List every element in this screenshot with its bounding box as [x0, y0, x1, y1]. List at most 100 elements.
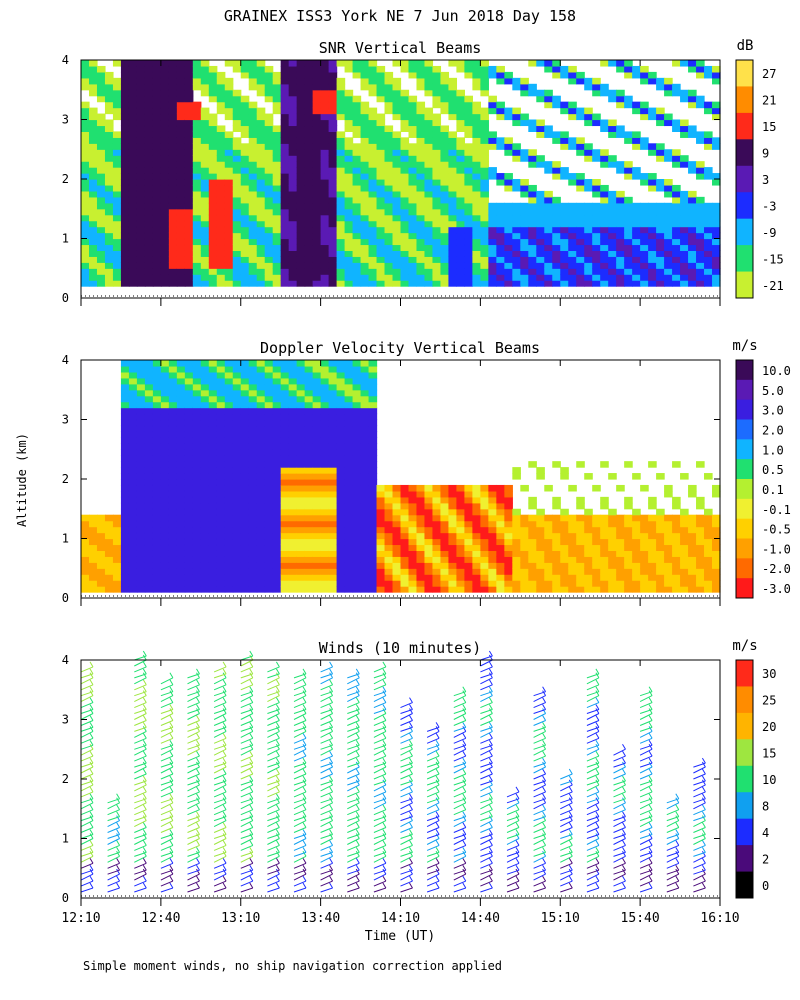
snr-cell: [328, 113, 338, 121]
snr-cell: [104, 131, 114, 138]
doppler-cell: [696, 520, 705, 528]
doppler-cell: [192, 431, 202, 438]
snr-cell: [336, 83, 346, 91]
doppler-cell: [712, 514, 721, 522]
doppler-cell: [648, 550, 657, 557]
doppler-cell: [632, 568, 641, 575]
doppler-cell: [576, 502, 585, 510]
snr-cell: [320, 155, 330, 162]
wind-barb: [213, 773, 227, 780]
doppler-cell: [128, 365, 138, 373]
snr-cell: [144, 202, 154, 210]
snr-cell: [144, 167, 154, 174]
wind-barb: [134, 766, 147, 774]
snr-cell: [192, 184, 202, 192]
wind-barb: [134, 677, 147, 685]
doppler-cell: [352, 484, 362, 492]
snr-cell: [656, 179, 665, 186]
doppler-cell: [352, 526, 362, 534]
doppler-cell: [656, 574, 665, 581]
doppler-cell: [592, 544, 601, 551]
snr-cell: [464, 280, 473, 287]
doppler-cell: [632, 556, 641, 563]
wind-barb-flag: [249, 815, 254, 821]
snr-cell: [600, 89, 609, 97]
snr-cell: [616, 89, 625, 97]
snr-cell: [81, 179, 90, 186]
doppler-cell: [352, 473, 362, 480]
snr-cell: [360, 149, 370, 156]
wind-barb: [80, 730, 94, 738]
snr-cell: [232, 173, 242, 180]
snr-cell: [696, 244, 705, 251]
doppler-cell: [504, 508, 513, 516]
snr-cell: [616, 214, 625, 222]
snr-cell: [384, 179, 394, 186]
snr-cell: [512, 268, 521, 275]
snr-cell: [160, 262, 170, 269]
doppler-cell: [168, 538, 178, 546]
snr-cell: [320, 274, 330, 281]
snr-cell: [544, 238, 553, 246]
wind-barb-flag: [89, 804, 94, 810]
doppler-cell: [312, 520, 322, 528]
snr-cell: [81, 262, 90, 269]
doppler-cell: [392, 484, 402, 492]
wind-barb: [213, 720, 227, 726]
snr-cell: [336, 167, 346, 174]
doppler-cell: [344, 526, 354, 534]
snr-cell: [232, 202, 242, 210]
snr-cell: [312, 232, 322, 240]
snr-cell: [520, 262, 529, 269]
doppler-cell: [424, 514, 434, 522]
wind-barb-flag: [89, 779, 94, 786]
snr-cell: [256, 113, 266, 121]
doppler-cell: [680, 538, 689, 546]
snr-cell: [464, 71, 473, 79]
doppler-cell: [224, 586, 234, 593]
snr-cell: [312, 220, 322, 228]
doppler-cell: [128, 383, 138, 391]
doppler-cell: [304, 490, 314, 498]
doppler-cell: [472, 490, 481, 498]
snr-cell: [304, 202, 314, 210]
snr-cell: [384, 184, 394, 192]
doppler-cell: [240, 383, 250, 391]
snr-cell: [168, 256, 178, 263]
wind-barb-flag: [222, 858, 227, 864]
doppler-cell: [136, 449, 146, 456]
wind-barb-flag: [196, 858, 200, 864]
wind-barb-flag: [116, 864, 121, 871]
doppler-cell: [680, 544, 689, 551]
doppler-cell: [96, 586, 106, 593]
snr-cell: [480, 60, 489, 67]
wind-barb-flag: [196, 743, 200, 750]
doppler-cell: [552, 538, 561, 546]
snr-cell: [336, 208, 346, 216]
doppler-cell: [344, 550, 354, 557]
wind-barb-flag: [222, 815, 227, 821]
doppler-cell: [96, 562, 106, 569]
doppler-cell: [328, 502, 338, 510]
doppler-cell: [664, 484, 673, 492]
doppler-cell: [192, 443, 202, 450]
doppler-cell: [272, 496, 282, 504]
snr-cell: [448, 274, 458, 281]
doppler-cell: [152, 360, 162, 367]
snr-cell: [104, 71, 114, 79]
snr-cell: [552, 268, 561, 275]
wind-barb: [160, 862, 174, 869]
snr-cell: [128, 77, 138, 85]
snr-cell: [328, 226, 338, 234]
wind-barb-flag: [196, 690, 200, 696]
wind-barb-flag: [142, 811, 147, 817]
doppler-cell: [248, 520, 258, 528]
snr-cell: [624, 208, 633, 216]
snr-cell: [224, 190, 234, 198]
snr-cell: [640, 238, 649, 246]
snr-cell: [288, 202, 298, 210]
doppler-cell: [488, 544, 497, 551]
wind-barb: [160, 834, 174, 839]
doppler-cell: [576, 496, 585, 504]
doppler-cell: [664, 550, 673, 557]
